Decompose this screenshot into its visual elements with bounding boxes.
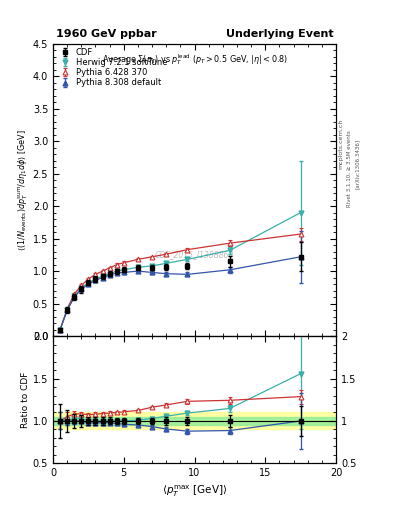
Text: Average $\Sigma(p_T)$ vs $p_T^\mathrm{lead}$ ($p_T > 0.5$ GeV, $|\eta| < 0.8$): Average $\Sigma(p_T)$ vs $p_T^\mathrm{le… <box>101 52 288 67</box>
Text: 1960 GeV ppbar: 1960 GeV ppbar <box>56 29 157 39</box>
Text: Rivet 3.1.10, ≥ 3.5M events: Rivet 3.1.10, ≥ 3.5M events <box>347 131 352 207</box>
Text: Underlying Event: Underlying Event <box>226 29 333 39</box>
Legend: CDF, Herwig 7.2.1 softTune, Pythia 6.428 370, Pythia 8.308 default: CDF, Herwig 7.2.1 softTune, Pythia 6.428… <box>55 46 169 89</box>
Bar <box>53 413 336 430</box>
X-axis label: $\langle p_T^\mathrm{max}$ [GeV]$\rangle$: $\langle p_T^\mathrm{max}$ [GeV]$\rangle… <box>162 484 227 499</box>
Y-axis label: $\langle(1/N_\mathrm{events}) dp_T^\mathrm{sum}/d\eta_1 d\phi\rangle$ [GeV]: $\langle(1/N_\mathrm{events}) dp_T^\math… <box>17 129 30 251</box>
Text: [arXiv:1306.3436]: [arXiv:1306.3436] <box>354 139 360 189</box>
Y-axis label: Ratio to CDF: Ratio to CDF <box>21 372 30 428</box>
Text: mcplots.cern.ch: mcplots.cern.ch <box>339 118 344 168</box>
Text: CDF_2015_I1388868: CDF_2015_I1388868 <box>155 250 234 259</box>
Bar <box>53 417 336 425</box>
